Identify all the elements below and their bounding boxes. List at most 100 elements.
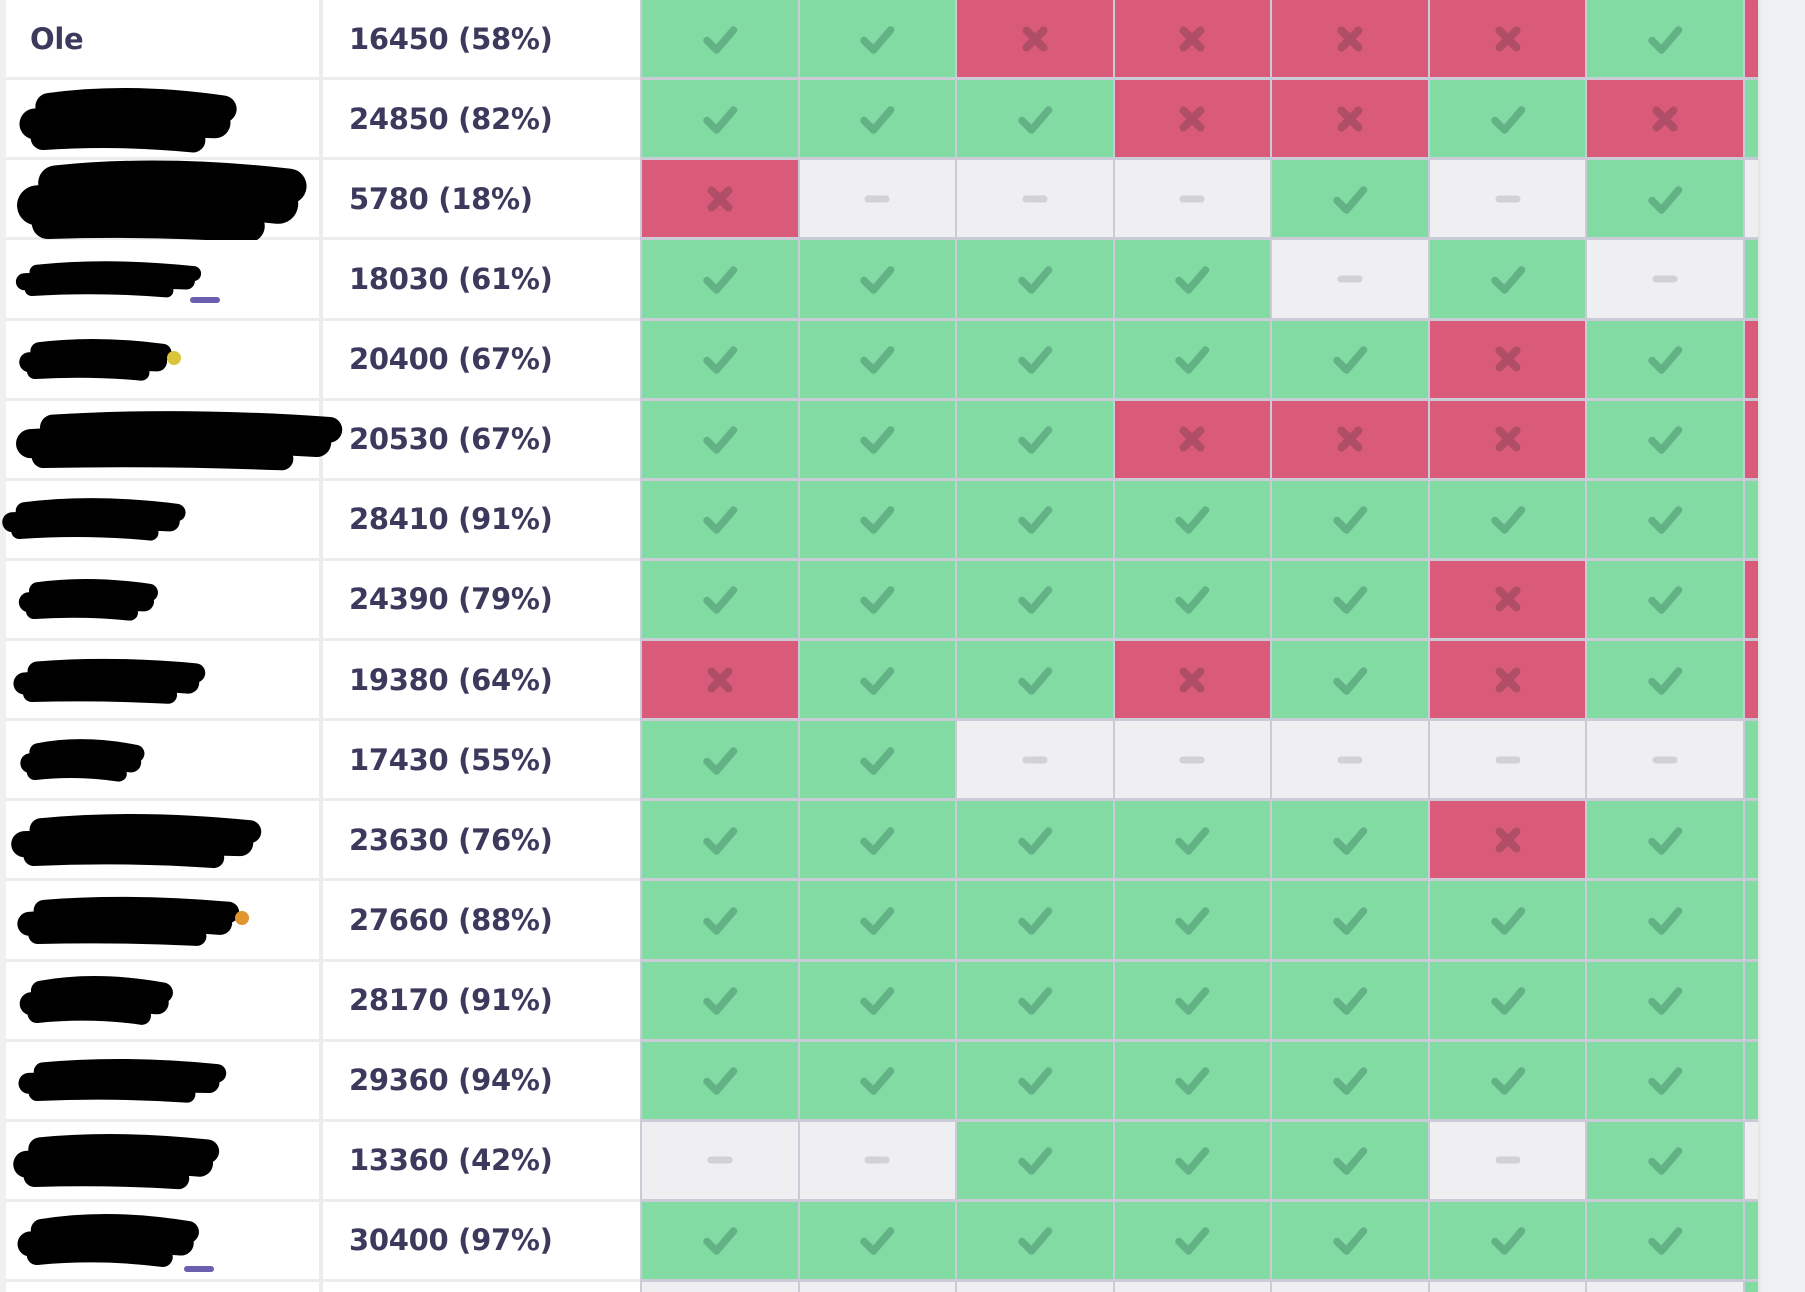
status-cell-pass[interactable] — [1112, 240, 1271, 321]
status-cell-none[interactable] — [1427, 160, 1586, 241]
status-cell-pass[interactable] — [1585, 961, 1743, 1042]
status-cell-pass[interactable] — [1270, 961, 1428, 1042]
status-cell-none[interactable] — [1112, 160, 1271, 241]
status-cell-pass[interactable] — [1585, 1201, 1743, 1282]
status-cell-none[interactable] — [1585, 721, 1743, 802]
status-cell-pass[interactable] — [955, 641, 1113, 722]
status-cell-pass[interactable] — [955, 80, 1113, 161]
status-cell-fail[interactable] — [1112, 641, 1271, 722]
status-cell-pass[interactable] — [1270, 801, 1428, 882]
status-cell-fail[interactable] — [1585, 80, 1743, 161]
status-cell-pass[interactable] — [955, 240, 1113, 321]
status-cell-none[interactable] — [1270, 721, 1428, 802]
status-cell-none[interactable] — [797, 160, 956, 241]
status-cell-pass[interactable] — [1112, 1041, 1271, 1122]
status-cell-pass[interactable] — [1427, 881, 1586, 962]
status-cell-edge-fail[interactable] — [1742, 560, 1758, 641]
status-cell-pass[interactable] — [640, 320, 798, 401]
status-cell-none[interactable] — [1427, 1121, 1586, 1202]
status-cell-none[interactable] — [640, 1121, 798, 1202]
status-cell-pass[interactable] — [955, 881, 1113, 962]
status-cell-none[interactable] — [955, 1282, 1113, 1292]
status-cell-pass[interactable] — [797, 560, 956, 641]
status-cell-pass[interactable] — [1585, 801, 1743, 882]
status-cell-pass[interactable] — [955, 400, 1113, 481]
status-cell-edge-pass[interactable] — [1742, 721, 1758, 802]
status-cell-pass[interactable] — [1427, 80, 1586, 161]
status-cell-pass[interactable] — [640, 480, 798, 561]
status-cell-pass[interactable] — [955, 480, 1113, 561]
status-cell-fail[interactable] — [1427, 641, 1586, 722]
status-cell-pass[interactable] — [640, 80, 798, 161]
status-cell-pass[interactable] — [640, 1041, 798, 1122]
status-cell-pass[interactable] — [1112, 480, 1271, 561]
status-cell-pass[interactable] — [1427, 240, 1586, 321]
status-cell-pass[interactable] — [1585, 641, 1743, 722]
status-cell-edge-fail[interactable] — [1742, 400, 1758, 481]
status-cell-edge-fail[interactable] — [1742, 320, 1758, 401]
status-cell-pass[interactable] — [955, 1121, 1113, 1202]
status-cell-edge-pass[interactable] — [1742, 801, 1758, 882]
status-cell-pass[interactable] — [797, 801, 956, 882]
status-cell-pass[interactable] — [640, 0, 798, 81]
status-cell-pass[interactable] — [1585, 1041, 1743, 1122]
status-cell-fail[interactable] — [1427, 560, 1586, 641]
status-cell-pass[interactable] — [1427, 1041, 1586, 1122]
status-cell-none[interactable] — [1427, 1282, 1586, 1292]
status-cell-pass[interactable] — [797, 240, 956, 321]
status-cell-pass[interactable] — [1585, 160, 1743, 241]
status-cell-pass[interactable] — [955, 1201, 1113, 1282]
status-cell-none[interactable] — [1112, 1282, 1271, 1292]
status-cell-pass[interactable] — [1585, 320, 1743, 401]
status-cell-pass[interactable] — [640, 721, 798, 802]
status-cell-fail[interactable] — [1427, 801, 1586, 882]
status-cell-edge-none[interactable] — [1742, 160, 1758, 241]
status-cell-pass[interactable] — [1270, 160, 1428, 241]
status-cell-pass[interactable] — [955, 560, 1113, 641]
status-cell-pass[interactable] — [640, 881, 798, 962]
status-cell-pass[interactable] — [1270, 480, 1428, 561]
status-cell-none[interactable] — [797, 1121, 956, 1202]
status-cell-fail[interactable] — [1427, 400, 1586, 481]
status-cell-pass[interactable] — [1270, 881, 1428, 962]
status-cell-edge-pass[interactable] — [1742, 961, 1758, 1042]
status-cell-pass[interactable] — [955, 801, 1113, 882]
status-cell-edge-fail[interactable] — [1742, 641, 1758, 722]
status-cell-none[interactable] — [1270, 1282, 1428, 1292]
status-cell-pass[interactable] — [797, 1201, 956, 1282]
status-cell-pass[interactable] — [955, 961, 1113, 1042]
status-cell-fail[interactable] — [1427, 0, 1586, 81]
status-cell-fail[interactable] — [1270, 400, 1428, 481]
status-cell-pass[interactable] — [1427, 1201, 1586, 1282]
status-cell-edge-pass[interactable] — [1742, 1041, 1758, 1122]
status-cell-none[interactable] — [640, 1282, 798, 1292]
status-cell-fail[interactable] — [1270, 80, 1428, 161]
status-cell-edge-pass[interactable] — [1742, 240, 1758, 321]
status-cell-edge-pass[interactable] — [1742, 1201, 1758, 1282]
status-cell-fail[interactable] — [1270, 0, 1428, 81]
status-cell-pass[interactable] — [1112, 961, 1271, 1042]
status-cell-edge-none[interactable] — [1742, 1121, 1758, 1202]
status-cell-fail[interactable] — [1112, 400, 1271, 481]
status-cell-none[interactable] — [1112, 721, 1271, 802]
status-cell-pass[interactable] — [797, 0, 956, 81]
status-cell-none[interactable] — [797, 1282, 956, 1292]
status-cell-pass[interactable] — [797, 480, 956, 561]
status-cell-pass[interactable] — [1585, 0, 1743, 81]
status-cell-pass[interactable] — [1270, 641, 1428, 722]
status-cell-pass[interactable] — [797, 721, 956, 802]
status-cell-pass[interactable] — [955, 1041, 1113, 1122]
status-cell-pass[interactable] — [1585, 400, 1743, 481]
status-cell-pass[interactable] — [797, 881, 956, 962]
status-cell-edge-pass[interactable] — [1742, 80, 1758, 161]
status-cell-pass[interactable] — [640, 961, 798, 1042]
status-cell-pass[interactable] — [640, 560, 798, 641]
status-cell-none[interactable] — [955, 721, 1113, 802]
status-cell-pass[interactable] — [1585, 881, 1743, 962]
status-cell-pass[interactable] — [797, 961, 956, 1042]
status-cell-edge-pass[interactable] — [1742, 1282, 1758, 1292]
status-cell-pass[interactable] — [1585, 1121, 1743, 1202]
status-cell-pass[interactable] — [1427, 480, 1586, 561]
status-cell-pass[interactable] — [640, 400, 798, 481]
status-cell-fail[interactable] — [1427, 320, 1586, 401]
